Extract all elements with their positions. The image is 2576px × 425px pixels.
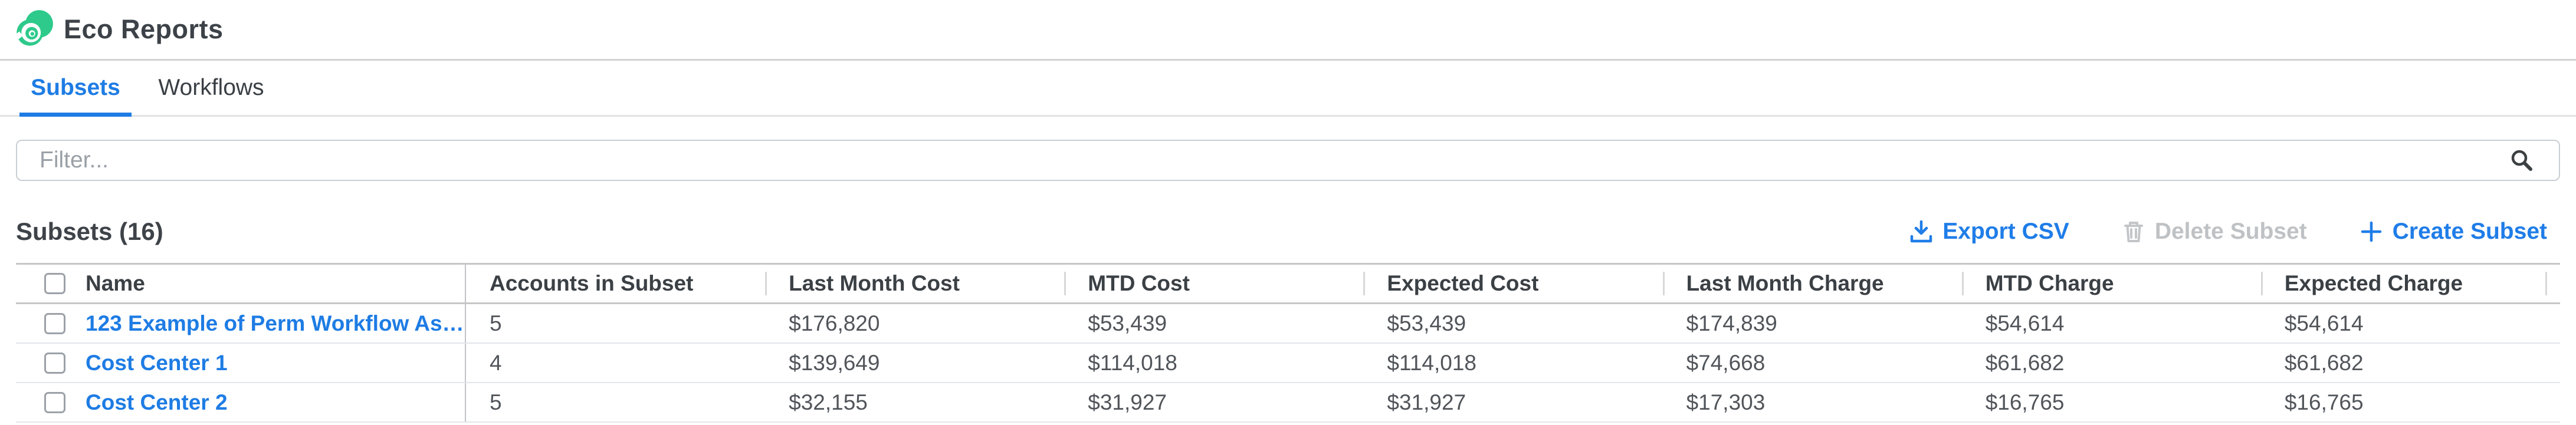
page-title: Eco Reports — [64, 14, 224, 44]
table-row: Cost Center 1 4 $139,649 $114,018 $114,0… — [16, 344, 2560, 383]
tab-subsets-label: Subsets — [31, 75, 120, 100]
select-all-checkbox[interactable] — [44, 273, 65, 294]
mtd-charge-value: $54,614 — [1985, 311, 2065, 335]
table-header-row: Name Accounts in Subset Last Month Cost … — [16, 263, 2560, 304]
subset-name-link[interactable]: Cost Center 2 — [86, 390, 228, 414]
column-header-accounts[interactable]: Accounts in Subset — [490, 271, 694, 295]
last-month-cost-value: $32,155 — [789, 390, 868, 414]
accounts-value: 5 — [490, 311, 502, 335]
expected-cost-value: $114,018 — [1387, 350, 1476, 375]
column-header-expected-charge[interactable]: Expected Charge — [2261, 265, 2560, 302]
row-checkbox[interactable] — [44, 391, 65, 413]
export-csv-label: Export CSV — [1942, 219, 2069, 244]
mtd-cost-value: $53,439 — [1088, 311, 1167, 335]
expected-charge-value: $61,682 — [2284, 350, 2364, 375]
table-row: 123 Example of Perm Workflow Association… — [16, 304, 2560, 344]
create-subset-label: Create Subset — [2392, 219, 2547, 244]
delete-subset-label: Delete Subset — [2154, 219, 2307, 244]
expected-charge-value: $54,614 — [2284, 311, 2364, 335]
action-buttons: Export CSV Delete Subset Create Subset — [1909, 219, 2560, 245]
search-icon[interactable] — [2509, 148, 2534, 173]
create-subset-button[interactable]: Create Subset — [2359, 219, 2547, 245]
subset-name-link[interactable]: 123 Example of Perm Workflow Association — [86, 311, 465, 335]
filter-input[interactable] — [16, 140, 2560, 181]
expected-cost-value: $31,927 — [1387, 390, 1466, 414]
subsets-table: Name Accounts in Subset Last Month Cost … — [16, 263, 2560, 423]
row-checkbox[interactable] — [44, 352, 65, 374]
app-header: Eco Reports — [0, 0, 2576, 61]
delete-subset-button[interactable]: Delete Subset — [2121, 219, 2307, 245]
filter-bar — [16, 140, 2560, 181]
accounts-value: 4 — [490, 350, 502, 375]
mtd-cost-value: $31,927 — [1088, 390, 1167, 414]
tab-subsets[interactable]: Subsets — [19, 61, 132, 117]
column-header-last-month-charge[interactable]: Last Month Charge — [1663, 265, 1962, 302]
expected-charge-value: $16,765 — [2284, 390, 2364, 414]
last-month-charge-value: $74,668 — [1686, 350, 1766, 375]
section-title: Subsets (16) — [16, 218, 163, 245]
column-header-last-month-cost[interactable]: Last Month Cost — [765, 265, 1064, 302]
plus-icon — [2361, 221, 2381, 242]
tab-bar: Subsets Workflows — [0, 61, 2576, 117]
mtd-charge-value: $61,682 — [1985, 350, 2065, 375]
tab-workflows[interactable]: Workflows — [146, 61, 276, 115]
last-month-cost-value: $176,820 — [789, 311, 880, 335]
mtd-charge-value: $16,765 — [1985, 390, 2065, 414]
column-header-name[interactable]: Name — [86, 271, 145, 295]
accounts-value: 5 — [490, 390, 502, 414]
last-month-charge-value: $174,839 — [1686, 311, 1777, 335]
last-month-charge-value: $17,303 — [1686, 390, 1766, 414]
header-name-cell: Name — [16, 265, 466, 302]
last-month-cost-value: $139,649 — [789, 350, 880, 375]
eco-logo-icon — [14, 10, 53, 46]
column-header-mtd-charge[interactable]: MTD Charge — [1962, 265, 2261, 302]
column-header-expected-cost[interactable]: Expected Cost — [1363, 265, 1662, 302]
row-checkbox[interactable] — [44, 312, 65, 334]
export-csv-button[interactable]: Export CSV — [1909, 219, 2069, 245]
expected-cost-value: $53,439 — [1387, 311, 1466, 335]
download-icon — [1911, 220, 1932, 243]
table-row: Cost Center 2 5 $32,155 $31,927 $31,927 … — [16, 383, 2560, 423]
subset-name-link[interactable]: Cost Center 1 — [86, 350, 228, 375]
tab-workflows-label: Workflows — [158, 75, 264, 100]
section-header: Subsets (16) Export CSV Delete Subset Cr… — [16, 216, 2560, 247]
trash-icon — [2124, 222, 2143, 242]
column-header-mtd-cost[interactable]: MTD Cost — [1064, 265, 1363, 302]
mtd-cost-value: $114,018 — [1088, 350, 1177, 375]
